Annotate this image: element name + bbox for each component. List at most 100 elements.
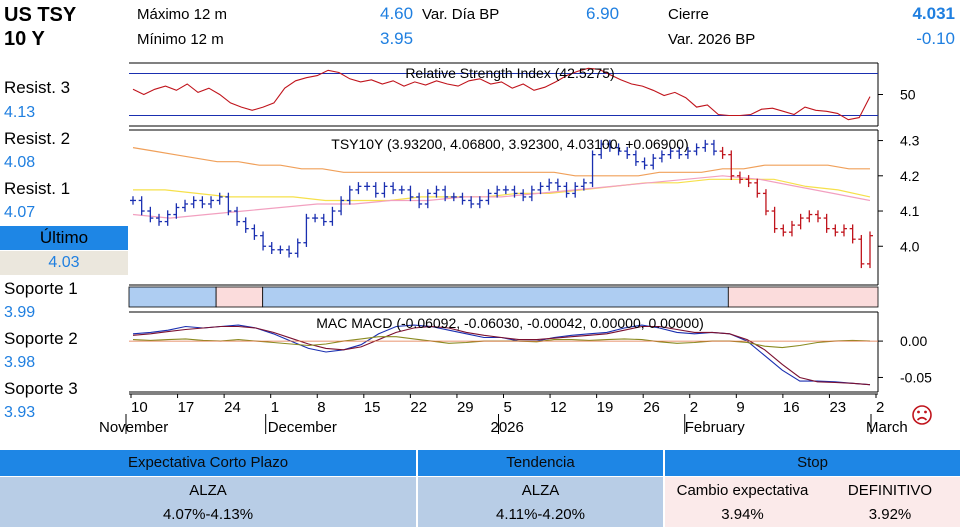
- moving-average-line: [132, 175, 871, 219]
- x-tick-label: 19: [597, 399, 614, 416]
- price-bar: [814, 210, 821, 223]
- price-bar: [138, 196, 145, 216]
- price-bar: [745, 175, 752, 188]
- price-bar: [641, 157, 648, 170]
- price-bar: [329, 206, 336, 226]
- price-bar: [563, 182, 570, 198]
- expectativa-cell: [0, 477, 416, 527]
- price-bar: [849, 224, 856, 244]
- price-y-tick-label: 4.3: [900, 133, 920, 149]
- price-bar: [433, 185, 440, 198]
- macd-y-tick-label: 0.00: [900, 333, 927, 349]
- month-label: December: [268, 419, 337, 436]
- trend-band: [128, 286, 879, 308]
- min-value: 3.95: [380, 29, 414, 48]
- price-bar: [286, 245, 293, 258]
- x-tick-label: 29: [457, 399, 474, 416]
- max-label: Máximo 12 m: [137, 6, 228, 23]
- price-bar: [806, 210, 813, 223]
- var-dia-value: 6.90: [586, 4, 620, 23]
- cambio-label: Cambio expectativa: [676, 482, 809, 499]
- x-tick-label: 17: [178, 399, 195, 416]
- price-y-tick-label: 4.1: [900, 203, 920, 219]
- x-tick-label: 26: [643, 399, 660, 416]
- price-bar: [780, 224, 787, 237]
- price-bar: [390, 182, 397, 195]
- x-tick-label: 5: [504, 399, 512, 416]
- soporte2-value: 3.98: [4, 354, 36, 371]
- price-bar: [554, 178, 561, 191]
- cambio-value: 3.94%: [721, 506, 764, 523]
- ultimo-label: Último: [0, 226, 128, 250]
- price-bar: [164, 210, 171, 226]
- price-bar: [346, 185, 353, 205]
- price-bar: [130, 196, 136, 205]
- price-bar: [407, 185, 414, 202]
- price-bar: [580, 178, 587, 191]
- expectativa-range: 4.07%-4.13%: [162, 506, 254, 523]
- price-bar: [485, 189, 492, 205]
- macd-panel: 0.00 -0.05 MAC MACD (-0.06092, -0.06030, -…: [129, 311, 932, 393]
- price-bar: [459, 192, 466, 205]
- month-label: 2026: [491, 419, 524, 436]
- x-tick-label: 1: [271, 399, 279, 416]
- price-bar: [736, 171, 743, 184]
- price-bar: [762, 189, 769, 216]
- macd-line: [132, 336, 871, 349]
- max-value: 4.60: [380, 4, 414, 23]
- price-bar: [728, 150, 735, 181]
- x-tick-label: 12: [550, 399, 567, 416]
- price-bar: [364, 182, 371, 191]
- price-bar: [303, 213, 310, 247]
- x-tick-label: 8: [317, 399, 325, 416]
- price-bar: [606, 139, 613, 152]
- price-bar: [754, 178, 761, 198]
- price-panel: 4.0 4.1 4.2 4.3 TSY10Y (3.93200, 4.06800, 3.…: [129, 129, 920, 286]
- x-tick-label: 22: [410, 399, 427, 416]
- price-bar: [320, 213, 327, 226]
- price-bar: [823, 213, 830, 233]
- tendencia-cell: [418, 477, 663, 527]
- price-bar: [468, 196, 475, 209]
- soporte1-value: 3.99: [4, 304, 36, 321]
- price-bar: [355, 182, 362, 195]
- price-bar: [676, 146, 683, 159]
- price-bar: [693, 143, 700, 156]
- price-bar: [208, 196, 215, 209]
- price-bar: [572, 182, 579, 198]
- price-bar: [667, 146, 674, 159]
- month-label: February: [685, 419, 746, 436]
- tendencia-header: Tendencia: [418, 450, 663, 476]
- price-bar: [546, 178, 553, 191]
- price-bar: [771, 206, 778, 233]
- trend-band-segment: [215, 286, 264, 308]
- price-bar: [589, 150, 596, 188]
- x-tick-label: 15: [364, 399, 381, 416]
- rsi-line: [132, 67, 871, 121]
- price-bar: [156, 213, 163, 226]
- month-label: November: [99, 419, 168, 436]
- price-bar: [650, 153, 657, 170]
- x-tick-label: 16: [783, 399, 800, 416]
- price-bar: [398, 185, 405, 195]
- price-bar: [710, 139, 717, 156]
- ultimo-value: 4.03: [0, 251, 128, 275]
- price-bar: [511, 185, 518, 198]
- price-bar: [294, 238, 301, 258]
- soporte1-label: Soporte 1: [4, 279, 78, 298]
- x-tick-label: 10: [131, 399, 148, 416]
- price-bar: [502, 185, 509, 195]
- resist3-value: 4.13: [4, 104, 36, 121]
- price-bar: [840, 224, 847, 237]
- rsi-panel: 50 Relative Strength Index (42.5275): [129, 62, 916, 127]
- price-bar: [338, 196, 345, 216]
- resist1-value: 4.07: [4, 204, 36, 221]
- price-bar: [450, 192, 457, 202]
- price-bar: [381, 182, 388, 198]
- var-year-label: Var. 2026 BP: [668, 31, 756, 48]
- price-bar: [615, 143, 622, 156]
- moving-average-line: [132, 147, 870, 177]
- price-bar: [537, 182, 544, 195]
- macd-title: MAC MACD (-0.06092, -0.06030, -0.00042, …: [316, 315, 704, 331]
- price-bar: [442, 185, 449, 202]
